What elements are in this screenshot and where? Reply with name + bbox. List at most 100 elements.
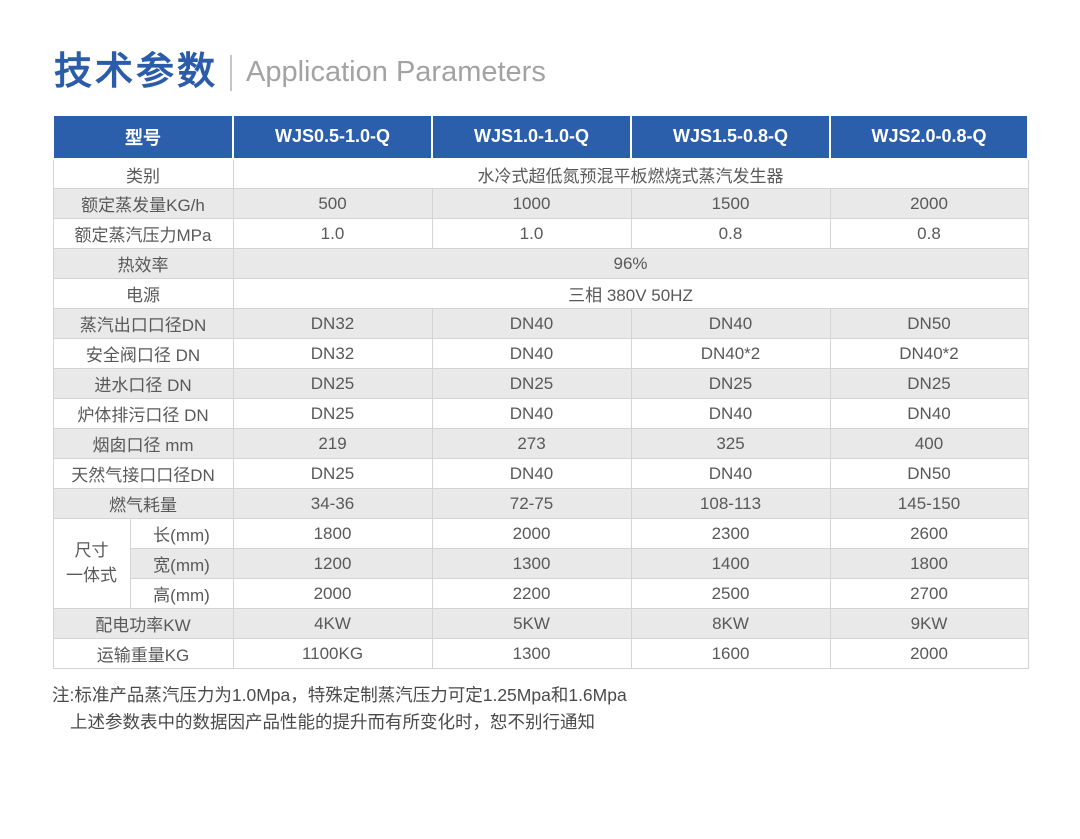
row-label: 蒸汽出口口径DN bbox=[52, 308, 234, 340]
row-label: 类别 bbox=[52, 158, 234, 190]
table-row: 电源 三相 380V 50HZ bbox=[52, 278, 1029, 310]
cell-value: DN32 bbox=[232, 338, 433, 370]
page-title: 技术参数 Application Parameters bbox=[54, 51, 1028, 94]
cell-value: 1500 bbox=[630, 188, 831, 220]
table-row: 类别 水冷式超低氮预混平板燃烧式蒸汽发生器 bbox=[52, 158, 1029, 190]
cell-value: DN25 bbox=[829, 368, 1029, 400]
cell-value: DN50 bbox=[829, 458, 1029, 490]
table-row: 高(mm) 2000 2200 2500 2700 bbox=[53, 578, 1029, 610]
cell-value: 5KW bbox=[431, 608, 632, 640]
cell-value: DN25 bbox=[630, 368, 831, 400]
row-label: 天然气接口口径DN bbox=[52, 458, 234, 490]
row-sub-label: 长(mm) bbox=[129, 518, 234, 550]
cell-value: DN40 bbox=[630, 308, 831, 340]
table-row: 燃气耗量 34-36 72-75 108-113 145-150 bbox=[52, 488, 1029, 520]
table-row: 尺寸 一体式 长(mm) 1800 2000 2300 2600 bbox=[52, 518, 1029, 610]
cell-value: DN40 bbox=[630, 398, 831, 430]
cell-value: DN40 bbox=[431, 398, 632, 430]
table-row: 炉体排污口径 DN DN25 DN40 DN40 DN40 bbox=[52, 398, 1029, 430]
row-label: 额定蒸发量KG/h bbox=[52, 188, 234, 220]
row-label: 热效率 bbox=[52, 248, 234, 280]
row-label: 运输重量KG bbox=[52, 638, 234, 670]
cell-value: 9KW bbox=[829, 608, 1029, 640]
cell-value: 2500 bbox=[630, 578, 831, 610]
cell-value: 1800 bbox=[829, 548, 1029, 580]
cell-value: 2000 bbox=[431, 518, 632, 550]
cell-value: 273 bbox=[431, 428, 632, 460]
table-row: 额定蒸发量KG/h 500 1000 1500 2000 bbox=[52, 188, 1029, 220]
row-label: 安全阀口径 DN bbox=[52, 338, 234, 370]
cell-value: 1400 bbox=[630, 548, 831, 580]
cell-value: 2600 bbox=[829, 518, 1029, 550]
cell-value: 2000 bbox=[829, 638, 1029, 670]
table-body: 类别 水冷式超低氮预混平板燃烧式蒸汽发生器 额定蒸发量KG/h 500 1000 1500… bbox=[52, 158, 1029, 670]
cell-value: 2700 bbox=[829, 578, 1029, 610]
row-label: 烟囱口径 mm bbox=[52, 428, 234, 460]
cell-value: 2300 bbox=[630, 518, 831, 550]
cell-value: 34-36 bbox=[232, 488, 433, 520]
row-label: 进水口径 DN bbox=[52, 368, 234, 400]
row-label: 配电功率KW bbox=[52, 608, 234, 640]
footnote-line-1: 注:标准产品蒸汽压力为1.0Mpa，特殊定制蒸汽压力可定1.25Mpa和1.6M… bbox=[52, 685, 627, 706]
cell-value: 1300 bbox=[431, 638, 632, 670]
table-row: 进水口径 DN DN25 DN25 DN25 DN25 bbox=[52, 368, 1029, 400]
page-title-english: Application Parameters bbox=[246, 56, 546, 89]
cell-value: 1200 bbox=[232, 548, 433, 580]
cell-value: DN40 bbox=[431, 458, 632, 490]
cell-value: 219 bbox=[232, 428, 433, 460]
cell-value: DN40 bbox=[630, 458, 831, 490]
header-model-col-1: WJS0.5-1.0-Q bbox=[232, 113, 433, 160]
cell-value: 500 bbox=[232, 188, 433, 220]
table-row: 宽(mm) 1200 1300 1400 1800 bbox=[53, 548, 1029, 580]
cell-value: 400 bbox=[829, 428, 1029, 460]
cell-value: DN25 bbox=[232, 398, 433, 430]
cell-value: DN40*2 bbox=[630, 338, 831, 370]
cell-value: 108-113 bbox=[630, 488, 831, 520]
table-row: 蒸汽出口口径DN DN32 DN40 DN40 DN50 bbox=[52, 308, 1029, 340]
header-model-label: 型号 bbox=[52, 113, 234, 160]
header-model-col-2: WJS1.0-1.0-Q bbox=[431, 113, 632, 160]
title-divider bbox=[230, 54, 233, 91]
row-label: 额定蒸汽压力MPa bbox=[52, 218, 234, 250]
cell-value: DN25 bbox=[431, 368, 632, 400]
row-label: 燃气耗量 bbox=[52, 488, 234, 520]
cell-value: DN25 bbox=[232, 368, 433, 400]
cell-value: 8KW bbox=[630, 608, 831, 640]
table-row: 热效率 96% bbox=[52, 248, 1029, 280]
cell-value: 1300 bbox=[431, 548, 632, 580]
cell-value: DN40*2 bbox=[829, 338, 1029, 370]
parameters-table: 型号 WJS0.5-1.0-Q WJS1.0-1.0-Q WJS1.5-0.8-Q WJ… bbox=[52, 113, 1029, 670]
table-row: 额定蒸汽压力MPa 1.0 1.0 0.8 0.8 bbox=[52, 218, 1029, 250]
table-header: 型号 WJS0.5-1.0-Q WJS1.0-1.0-Q WJS1.5-0.8-Q WJ… bbox=[52, 113, 1029, 160]
cell-value: 72-75 bbox=[431, 488, 632, 520]
cell-value: 1800 bbox=[232, 518, 433, 550]
cell-value: DN40 bbox=[431, 308, 632, 340]
row-label: 电源 bbox=[52, 278, 234, 310]
header-model-col-4: WJS2.0-0.8-Q bbox=[829, 113, 1029, 160]
row-sub-label: 宽(mm) bbox=[129, 548, 234, 580]
cell-value: 1600 bbox=[630, 638, 831, 670]
cell-value: 三相 380V 50HZ bbox=[232, 278, 1029, 310]
header-model-col-3: WJS1.5-0.8-Q bbox=[630, 113, 831, 160]
footnote-line-2: 上述参数表中的数据因产品性能的提升而有所变化时，恕不别行通知 bbox=[70, 712, 595, 733]
cell-value: 2000 bbox=[829, 188, 1029, 220]
table-row: 运输重量KG 1100KG 1300 1600 2000 bbox=[52, 638, 1029, 670]
cell-value: 1000 bbox=[431, 188, 632, 220]
table-row: 烟囱口径 mm 219 273 325 400 bbox=[52, 428, 1029, 460]
footnotes: 注:标准产品蒸汽压力为1.0Mpa，特殊定制蒸汽压力可定1.25Mpa和1.6M… bbox=[52, 682, 1028, 736]
cell-value: DN50 bbox=[829, 308, 1029, 340]
cell-value: 4KW bbox=[232, 608, 433, 640]
cell-value: 1.0 bbox=[232, 218, 433, 250]
row-group-label: 尺寸 一体式 bbox=[52, 518, 131, 610]
cell-value: 1.0 bbox=[431, 218, 632, 250]
table-row: 配电功率KW 4KW 5KW 8KW 9KW bbox=[52, 608, 1029, 640]
table-header-row: 型号 WJS0.5-1.0-Q WJS1.0-1.0-Q WJS1.5-0.8-Q WJ… bbox=[52, 113, 1029, 160]
cell-value: 145-150 bbox=[829, 488, 1029, 520]
cell-value: 1100KG bbox=[232, 638, 433, 670]
table-row: 安全阀口径 DN DN32 DN40 DN40*2 DN40*2 bbox=[52, 338, 1029, 370]
cell-value: DN25 bbox=[232, 458, 433, 490]
cell-value: 325 bbox=[630, 428, 831, 460]
cell-value: DN32 bbox=[232, 308, 433, 340]
spec-sheet-page: 技术参数 Application Parameters 型号 WJS0.5-1.0… bbox=[52, 51, 1029, 736]
cell-value: DN40 bbox=[431, 338, 632, 370]
